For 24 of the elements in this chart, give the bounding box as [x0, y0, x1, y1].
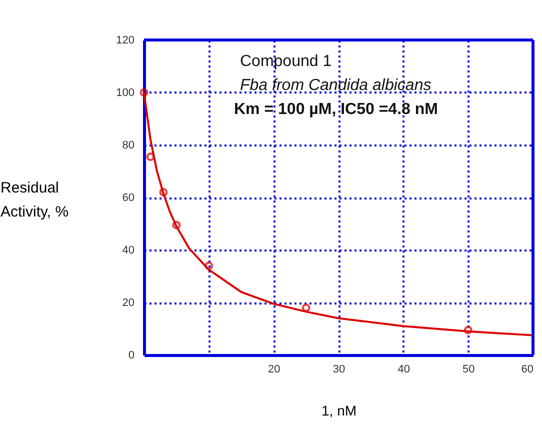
x-tick-label: 20 [268, 364, 280, 376]
y-tick-label: 40 [122, 244, 134, 256]
x-tick-label: 30 [332, 364, 346, 376]
annotation: Fba from Candida albicans [240, 77, 432, 94]
y-tick-label: 60 [122, 192, 134, 204]
point [204, 261, 214, 270]
annotation: Km = 100 µM, IC50 =4.8 nM [234, 101, 438, 118]
point [159, 188, 168, 197]
y-tick-label: 120 [116, 34, 134, 46]
point [302, 303, 310, 312]
x-tick-label: 50 [462, 364, 475, 376]
x-axis-title: 1, nM [321, 402, 357, 418]
point [146, 152, 155, 162]
y-tick-label: 20 [122, 297, 134, 309]
y-tick-label: 0 [128, 350, 134, 362]
point [172, 220, 181, 230]
line-series [143, 92, 534, 336]
point [464, 326, 472, 334]
x-tick-label: 60 [521, 364, 534, 376]
y-tick-label: 100 [116, 87, 134, 99]
x-tick-label: 40 [398, 364, 410, 376]
y-axis-title: Residual Activity, % [0, 180, 69, 220]
annotation: Compound 1 [240, 53, 332, 70]
y-tick-label: 80 [122, 140, 134, 152]
